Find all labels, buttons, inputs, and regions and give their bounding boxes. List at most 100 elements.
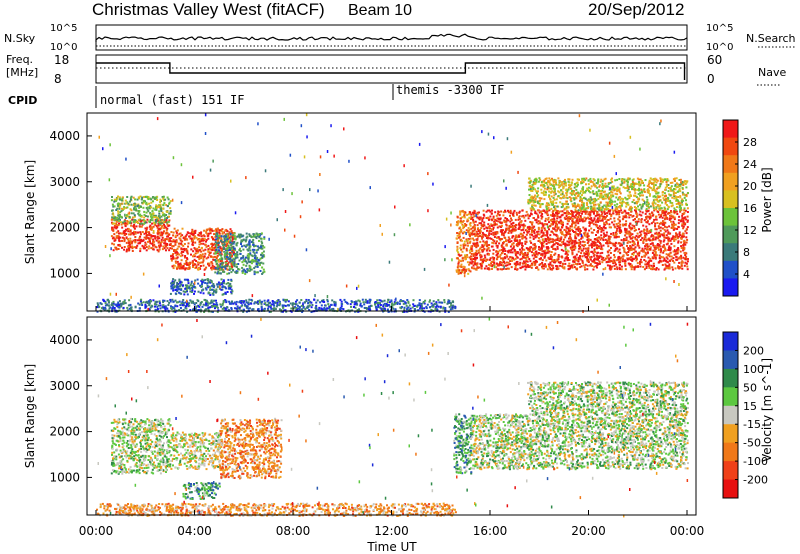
range-cell [603,217,606,220]
range-cell [566,253,569,256]
range-cell [455,237,458,240]
range-cell [172,278,175,281]
range-cell [599,252,602,255]
range-cell [558,243,561,246]
range-cell [195,264,198,267]
range-cell [201,255,204,258]
range-cell [622,246,625,249]
range-cell [667,240,670,243]
range-cell [672,215,675,218]
range-cell [674,238,677,241]
range-cell [652,237,655,240]
range-cell [136,198,139,201]
range-cell [233,241,236,243]
range-cell [545,242,548,245]
range-cell [461,232,464,235]
range-cell [482,245,485,248]
range-cell [226,268,229,271]
range-cell [140,198,143,201]
range-cell [627,212,630,215]
range-cell [543,209,546,212]
range-cell [474,260,476,263]
range-cell [520,220,523,223]
range-cell [205,239,208,242]
range-cell [677,265,680,268]
range-cell [127,245,130,248]
range-cell [183,262,186,265]
range-cell [529,221,532,223]
range-cell [665,234,668,237]
range-cell [532,238,535,240]
range-cell [251,262,253,265]
range-cell [111,203,114,206]
range-cell [600,230,603,233]
range-cell [648,237,651,240]
range-cell [603,222,606,225]
range-cell [232,269,235,272]
range-cell [174,236,177,239]
range-cell [645,243,648,246]
range-cell [572,231,575,233]
range-cell [493,263,496,266]
range-cell [225,235,227,238]
range-cell [677,247,680,249]
range-cell [551,211,554,214]
range-cell [640,218,643,221]
range-cell [636,262,639,265]
range-cell [231,248,233,250]
range-cell [505,243,508,246]
range-cell [197,282,200,285]
range-cell [514,238,517,241]
range-cell [519,267,522,270]
range-cell [189,287,192,290]
range-cell [210,281,213,283]
range-cell [686,265,689,268]
range-cell [607,219,610,221]
range-cell [651,266,654,269]
range-cell [573,245,576,248]
range-cell [169,242,172,245]
range-cell [228,231,231,234]
range-cell [544,217,547,220]
range-cell [607,251,610,254]
range-cell [143,236,146,239]
range-cell [604,216,607,219]
range-cell [502,246,505,249]
range-cell [174,240,177,243]
range-cell [262,254,265,257]
range-cell [655,192,658,195]
range-cell [161,211,164,214]
range-cell [119,232,122,235]
range-cell [573,266,576,269]
range-cell [659,235,661,238]
range-cell [553,205,556,208]
range-cell [606,196,609,199]
range-cell [526,231,529,234]
range-cell [600,258,603,261]
range-cell [246,254,249,257]
range-cell [663,211,666,214]
range-cell [563,259,566,262]
range-cell [147,231,149,234]
range-cell [569,240,572,243]
range-cell [586,236,589,238]
range-cell [203,268,206,271]
range-cell [661,209,664,212]
range-cell [530,231,533,234]
range-cell [672,259,674,262]
range-cell [218,287,221,290]
range-cell [122,221,124,224]
range-cell [501,229,504,232]
range-cell [190,253,192,256]
range-cell [680,247,683,249]
range-cell [112,249,115,252]
range-cell [616,227,619,230]
range-cell [669,239,672,242]
range-cell [631,227,634,230]
range-cell [110,235,113,238]
range-cell [668,232,671,235]
range-cell [111,209,114,212]
range-cell [215,235,218,238]
range-cell [575,206,578,209]
range-cell [460,230,463,233]
